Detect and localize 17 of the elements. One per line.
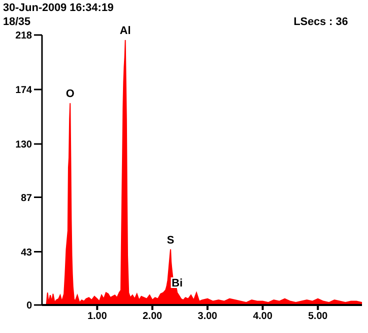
x-tick-label: 1.00	[87, 311, 108, 322]
x-tick-label: 5.00	[308, 311, 328, 322]
chart-title: 30-Jun-2009 16:34:19	[3, 2, 114, 14]
x-tick-label: 2.00	[142, 311, 163, 322]
text: 18/35	[3, 16, 31, 28]
y-tick-label: 130	[15, 140, 32, 151]
text: LSecs : 36	[294, 16, 348, 28]
annotation: Al	[120, 24, 131, 37]
y-tick-label: 218	[15, 30, 32, 42]
x-tick-label: 4.00	[252, 311, 273, 322]
y-tick-label: 43	[20, 247, 32, 258]
annotation: S	[166, 234, 174, 246]
y-tick-label: 87	[20, 192, 32, 204]
y-tick-label: 0	[26, 300, 32, 312]
annotation: O	[66, 88, 75, 100]
y-tick-label: 174	[15, 85, 32, 96]
x-tick-label: 3.00	[198, 311, 218, 322]
